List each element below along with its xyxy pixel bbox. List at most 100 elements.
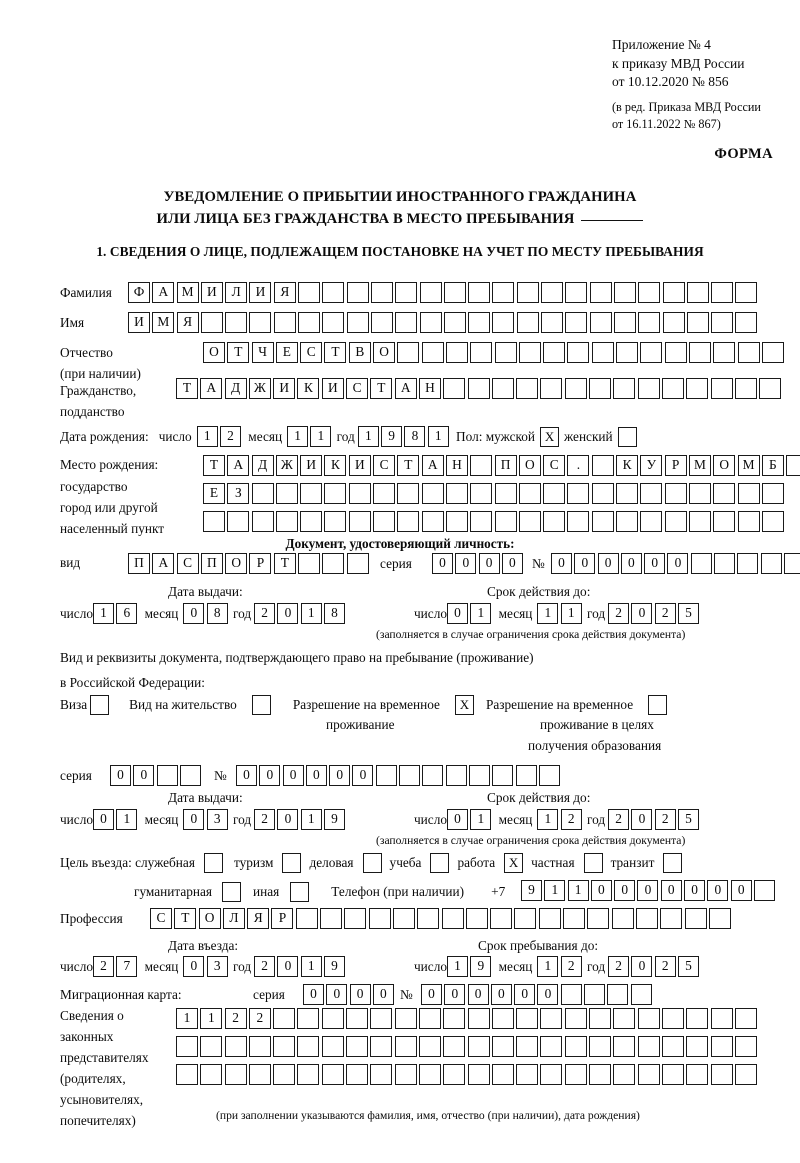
patronymic-cell-7[interactable]: В bbox=[348, 342, 371, 363]
permit-number-cell-3[interactable]: 0 bbox=[282, 765, 304, 786]
birth-place-cell-r2-10[interactable] bbox=[421, 483, 444, 504]
birth-place-cell-r2-19[interactable] bbox=[640, 483, 663, 504]
legal-rep-cell-r3-3[interactable] bbox=[224, 1064, 247, 1085]
legal-rep-cell-r1-16[interactable] bbox=[540, 1008, 563, 1029]
citizenship-cell-15[interactable] bbox=[516, 378, 539, 399]
checkbox-purpose-private[interactable] bbox=[583, 853, 603, 873]
name-cell-26[interactable] bbox=[735, 312, 758, 333]
birth-place-cell-r1-18[interactable]: К bbox=[616, 455, 639, 476]
doc-kind-cell-3[interactable]: С bbox=[176, 553, 199, 574]
surname-cell-15[interactable] bbox=[468, 282, 491, 303]
doc-issue-month-2[interactable]: 8 bbox=[206, 603, 228, 624]
doc-kind-cell-2[interactable]: А bbox=[152, 553, 175, 574]
citizenship-cell-1[interactable]: Т bbox=[176, 378, 198, 399]
name-cell-2[interactable]: М bbox=[152, 312, 175, 333]
birth-place-cell-r3-22[interactable] bbox=[713, 511, 736, 532]
checkbox-sex-female[interactable] bbox=[617, 426, 637, 447]
legal-rep-cell-r2-11[interactable] bbox=[418, 1036, 441, 1057]
checkbox-temp-residence[interactable]: X bbox=[454, 695, 474, 715]
patronymic-cell-15[interactable] bbox=[543, 342, 566, 363]
surname-cell-21[interactable] bbox=[613, 282, 636, 303]
doc-number-cell-9[interactable] bbox=[737, 553, 759, 574]
name-cell-14[interactable] bbox=[443, 312, 466, 333]
patronymic-cell-10[interactable] bbox=[421, 342, 444, 363]
checkbox-purpose-other[interactable] bbox=[290, 882, 310, 902]
legal-rep-cell-r1-10[interactable] bbox=[394, 1008, 417, 1029]
birth-place-cell-r2-1[interactable]: Е bbox=[203, 483, 225, 504]
profession-cell-16[interactable] bbox=[514, 908, 537, 929]
birth-place-cell-r2-6[interactable] bbox=[324, 483, 347, 504]
surname-cell-6[interactable]: И bbox=[249, 282, 272, 303]
doc-valid-month-2[interactable]: 1 bbox=[560, 603, 582, 624]
legal-rep-cell-r1-15[interactable] bbox=[516, 1008, 539, 1029]
birth-place-cell-r1-24[interactable]: Б bbox=[761, 455, 784, 476]
legal-rep-cell-r1-14[interactable] bbox=[491, 1008, 514, 1029]
doc-issue-year-1[interactable]: 2 bbox=[254, 603, 276, 624]
name-cell-16[interactable] bbox=[492, 312, 515, 333]
permit-valid-day-2[interactable]: 1 bbox=[470, 809, 492, 830]
legal-rep-cell-r3-13[interactable] bbox=[467, 1064, 490, 1085]
phone-cell-8[interactable]: 0 bbox=[684, 880, 706, 901]
stay-month-2[interactable]: 2 bbox=[560, 956, 582, 977]
legal-rep-cell-r2-20[interactable] bbox=[637, 1036, 660, 1057]
birth-place-cell-r2-14[interactable] bbox=[518, 483, 541, 504]
doc-valid-year-3[interactable]: 2 bbox=[654, 603, 676, 624]
migration-card-series-cell-3[interactable]: 0 bbox=[349, 984, 371, 1005]
doc-issue-month-1[interactable]: 0 bbox=[183, 603, 205, 624]
birth-place-cell-r2-5[interactable] bbox=[300, 483, 323, 504]
phone-cell-2[interactable]: 1 bbox=[544, 880, 566, 901]
legal-rep-cell-r1-7[interactable] bbox=[321, 1008, 344, 1029]
stay-year-2[interactable]: 0 bbox=[631, 956, 653, 977]
birth-place-cell-r3-11[interactable] bbox=[445, 511, 468, 532]
name-cell-10[interactable] bbox=[346, 312, 369, 333]
citizenship-cell-3[interactable]: Д bbox=[224, 378, 247, 399]
legal-rep-cell-r3-14[interactable] bbox=[491, 1064, 514, 1085]
stay-month-1[interactable]: 1 bbox=[537, 956, 559, 977]
birth-place-cell-r1-5[interactable]: И bbox=[300, 455, 323, 476]
permit-valid-month-1[interactable]: 1 bbox=[537, 809, 559, 830]
patronymic-cell-2[interactable]: Т bbox=[227, 342, 250, 363]
migration-card-number-cell-3[interactable]: 0 bbox=[467, 984, 489, 1005]
name-cell-12[interactable] bbox=[395, 312, 418, 333]
doc-kind-cell-8[interactable] bbox=[298, 553, 321, 574]
citizenship-cell-10[interactable]: А bbox=[394, 378, 417, 399]
surname-cell-5[interactable]: Л bbox=[225, 282, 248, 303]
profession-cell-24[interactable] bbox=[708, 908, 731, 929]
name-cell-19[interactable] bbox=[565, 312, 588, 333]
legal-rep-cell-r3-17[interactable] bbox=[564, 1064, 587, 1085]
permit-number-cell-12[interactable] bbox=[492, 765, 514, 786]
citizenship-cell-22[interactable] bbox=[686, 378, 709, 399]
name-cell-8[interactable] bbox=[298, 312, 321, 333]
permit-number-cell-8[interactable] bbox=[399, 765, 421, 786]
entry-month-1[interactable]: 0 bbox=[183, 956, 205, 977]
legal-rep-cell-r1-18[interactable] bbox=[589, 1008, 612, 1029]
permit-series-cell-2[interactable]: 0 bbox=[133, 765, 155, 786]
profession-cell-18[interactable] bbox=[563, 908, 586, 929]
doc-kind-cell-7[interactable]: Т bbox=[273, 553, 296, 574]
entry-day-1[interactable]: 2 bbox=[93, 956, 114, 977]
permit-valid-year-3[interactable]: 2 bbox=[654, 809, 676, 830]
permit-number-cell-4[interactable]: 0 bbox=[305, 765, 327, 786]
birth-place-cell-r1-6[interactable]: К bbox=[324, 455, 347, 476]
checkbox-purpose-work[interactable]: X bbox=[504, 853, 524, 873]
legal-rep-cell-r3-8[interactable] bbox=[346, 1064, 369, 1085]
patronymic-cell-12[interactable] bbox=[470, 342, 493, 363]
patronymic-cell-8[interactable]: О bbox=[373, 342, 396, 363]
permit-number-cell-5[interactable]: 0 bbox=[329, 765, 351, 786]
name-cell-3[interactable]: Я bbox=[176, 312, 199, 333]
birth-place-cell-r3-15[interactable] bbox=[543, 511, 566, 532]
birth-place-cell-r1-20[interactable]: Р bbox=[664, 455, 687, 476]
title-fill-blank[interactable] bbox=[581, 220, 644, 221]
permit-number-cell-14[interactable] bbox=[538, 765, 560, 786]
surname-cell-7[interactable]: Я bbox=[273, 282, 296, 303]
legal-rep-cell-r3-12[interactable] bbox=[443, 1064, 466, 1085]
name-cell-23[interactable] bbox=[662, 312, 685, 333]
name-cell-13[interactable] bbox=[419, 312, 442, 333]
legal-rep-cell-r3-4[interactable] bbox=[248, 1064, 271, 1085]
birth-place-cell-r3-13[interactable] bbox=[494, 511, 517, 532]
profession-cell-4[interactable]: Л bbox=[222, 908, 245, 929]
profession-cell-11[interactable] bbox=[392, 908, 415, 929]
birth-place-cell-r2-3[interactable] bbox=[251, 483, 274, 504]
